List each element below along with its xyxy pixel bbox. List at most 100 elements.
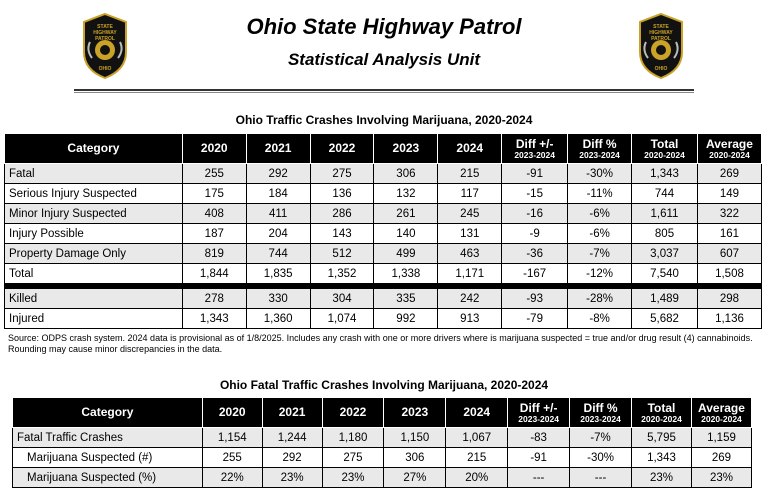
row-category-cell: Serious Injury Suspected	[4, 183, 183, 204]
header-divider	[74, 89, 694, 93]
table-cell: 255	[201, 447, 263, 468]
table-cell: 1,171	[437, 263, 503, 284]
table-row: Killed 278 330 304 335 242 -93 -28% 1,489 298	[4, 288, 763, 309]
table-cell: 1,343	[631, 163, 698, 184]
crashes-table: Category 2020 2021 2022 2023 2024 Diff +…	[4, 133, 763, 329]
header-diff: Diff +/- 2023-2024	[501, 133, 569, 164]
table-cell: 322	[696, 203, 763, 224]
row-category-cell: Injury Possible	[4, 223, 183, 244]
table-cell: 1,067	[445, 427, 509, 448]
source-note: Source: ODPS crash system. 2024 data is …	[8, 333, 753, 354]
table-cell: 1,244	[261, 427, 323, 448]
table-cell: -6%	[567, 203, 633, 224]
page-title: Ohio State Highway Patrol	[246, 14, 522, 39]
table2-header-row: Category 2020 2021 2022 2023 2024 Diff +…	[12, 397, 753, 428]
table-cell: 330	[245, 288, 311, 309]
table-cell: 23%	[261, 467, 323, 488]
table-cell: 275	[309, 163, 375, 184]
table-cell: -11%	[567, 183, 633, 204]
table-cell: 132	[373, 183, 439, 204]
t2-header-2022: 2022	[321, 397, 385, 428]
table-cell: -79	[501, 308, 569, 329]
header-diff-pct: Diff % 2023-2024	[567, 133, 633, 164]
table-cell: 149	[696, 183, 763, 204]
table-cell: 23%	[690, 467, 753, 488]
table-row: Fatal Traffic Crashes 1,154 1,244 1,180 1,15…	[12, 427, 753, 448]
table-cell: -12%	[567, 263, 633, 284]
table-cell: 5,795	[631, 427, 692, 448]
badge-left-text-1: STATE	[97, 24, 113, 30]
table-cell: 408	[181, 203, 247, 224]
table-cell: 204	[245, 223, 311, 244]
table-cell: 261	[373, 203, 439, 224]
table-cell: 805	[631, 223, 698, 244]
table-cell: 215	[445, 447, 509, 468]
table-cell: 744	[631, 183, 698, 204]
table-cell: 1,343	[631, 447, 692, 468]
table-row: Serious Injury Suspected 175 184 136 132 117-…	[4, 183, 763, 204]
header-category: Category	[4, 133, 183, 164]
table-cell: 23%	[631, 467, 692, 488]
table-cell: -83	[507, 427, 571, 448]
table-cell: 1,074	[309, 308, 375, 329]
table-cell: -30%	[569, 447, 633, 468]
table-cell: 5,682	[631, 308, 698, 329]
t2-header-2021: 2021	[261, 397, 323, 428]
table-row: Marijuana Suspected (%) 22% 23% 23% 27% 20% --…	[12, 467, 753, 488]
table-cell: 117	[437, 183, 503, 204]
table-cell: 819	[181, 243, 247, 264]
table-cell: 275	[321, 447, 385, 468]
table-cell: 22%	[201, 467, 263, 488]
badge-left-text-4: OHIO	[99, 66, 112, 72]
table-cell: 512	[309, 243, 375, 264]
table2-title: Ohio Fatal Traffic Crashes Involving Mar…	[219, 378, 549, 392]
t2-header-2024: 2024	[445, 397, 509, 428]
table-cell: 1,136	[696, 308, 763, 329]
table-cell: -7%	[569, 427, 633, 448]
table-cell: 607	[696, 243, 763, 264]
t2-header-average: Average 2020-2024	[690, 397, 753, 428]
table-cell: 7,540	[631, 263, 698, 284]
table-row: Property Damage Only 819 744 512 499 463 -36 -7…	[4, 243, 763, 264]
table-cell: 131	[437, 223, 503, 244]
t2-header-2023: 2023	[383, 397, 447, 428]
row-category-cell: Fatal Traffic Crashes	[12, 427, 203, 448]
patrol-badge-left-icon: STATE HIGHWAY PATROL OHIO	[83, 12, 127, 80]
table-cell: -93	[501, 288, 569, 309]
badge-right-text-4: OHIO	[655, 66, 668, 72]
table-cell: 215	[437, 163, 503, 184]
page-subtitle: Statistical Analysis Unit	[287, 50, 481, 69]
table-cell: 20%	[445, 467, 509, 488]
table-cell: -8%	[567, 308, 633, 329]
table-cell: 499	[373, 243, 439, 264]
table-cell: 306	[373, 163, 439, 184]
header-2024: 2024	[437, 133, 503, 164]
row-category-cell: Injured	[4, 308, 183, 329]
table-row: Fatal 255 292 275 306 215 -91 -30% 1,343 269	[4, 163, 763, 184]
table-cell: 3,037	[631, 243, 698, 264]
patrol-badge-right-icon: STATE HIGHWAY PATROL OHIO	[639, 12, 683, 80]
table-cell: 335	[373, 288, 439, 309]
header-2023: 2023	[373, 133, 439, 164]
table-cell: 187	[181, 223, 247, 244]
table-cell: 913	[437, 308, 503, 329]
header-2022: 2022	[309, 133, 375, 164]
table-cell: 306	[383, 447, 447, 468]
row-category-cell: Killed	[4, 288, 183, 309]
t2-header-2020: 2020	[201, 397, 263, 428]
table-cell: 136	[309, 183, 375, 204]
table-cell: 255	[181, 163, 247, 184]
table-cell: 143	[309, 223, 375, 244]
t2-header-category: Category	[12, 397, 203, 428]
table-cell: -16	[501, 203, 569, 224]
table-cell: 298	[696, 288, 763, 309]
badge-left-text-3: PATROL	[95, 36, 115, 42]
table-cell: 1,154	[201, 427, 263, 448]
table-cell: ---	[507, 467, 571, 488]
table-cell: 463	[437, 243, 503, 264]
table1-title: Ohio Traffic Crashes Involving Marijuana…	[235, 113, 533, 127]
table-cell: 269	[696, 163, 763, 184]
row-category-cell: Marijuana Suspected (%)	[12, 467, 203, 488]
table-cell: 1,844	[181, 263, 247, 284]
t2-header-total: Total 2020-2024	[631, 397, 692, 428]
